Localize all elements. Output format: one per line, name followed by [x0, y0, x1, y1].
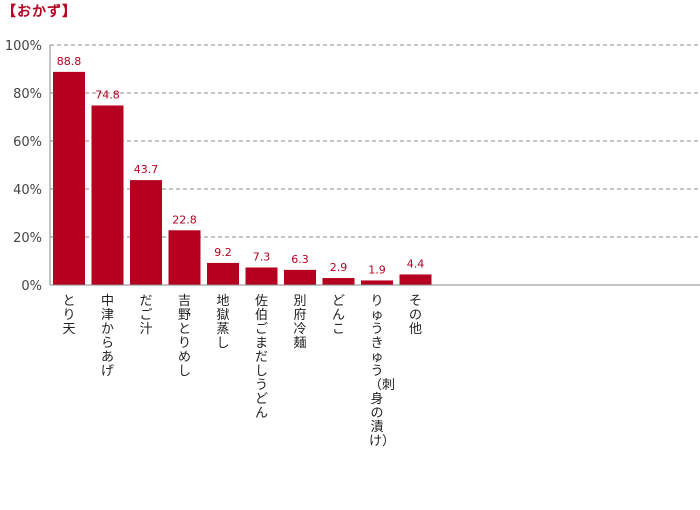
category-label: だご汁 — [139, 294, 153, 337]
y-tick-label: 0% — [21, 279, 42, 294]
category-label: 佐伯ごまだしうどん — [254, 294, 268, 421]
value-labels: 88.8 74.8 43.7 22.8 9.2 7.3 6.3 2.9 1.9 4.4 — [57, 55, 425, 277]
bar — [130, 180, 162, 285]
value-label: 43.7 — [134, 163, 159, 176]
bar — [322, 278, 355, 285]
bar — [53, 71, 85, 285]
bar — [361, 280, 393, 285]
y-tick-label: 100% — [5, 39, 42, 54]
bar — [245, 267, 278, 285]
value-label: 2.9 — [330, 261, 348, 274]
bar — [284, 269, 316, 285]
category-label: とり天 — [62, 294, 76, 337]
y-axis-ticks: 0% 20% 40% 60% 80% 100% — [5, 39, 42, 294]
chart-title: 【おかず】 — [2, 4, 77, 20]
y-tick-label: 80% — [13, 87, 42, 102]
bar — [207, 262, 239, 285]
category-label: りゅうきゅう（刺身の漬け） — [369, 294, 396, 449]
category-label: 吉野とりめし — [177, 294, 191, 379]
bar — [399, 274, 432, 285]
y-tick-label: 60% — [13, 135, 42, 150]
bar — [91, 105, 124, 285]
category-label: 別府冷麺 — [293, 294, 307, 351]
category-label: その他 — [408, 294, 422, 337]
value-label: 9.2 — [214, 246, 232, 259]
y-tick-label: 20% — [13, 231, 42, 246]
value-label: 74.8 — [95, 88, 120, 101]
value-label: 22.8 — [172, 213, 197, 226]
value-label: 7.3 — [253, 250, 271, 263]
value-label: 88.8 — [57, 55, 82, 68]
category-label: 中津からあげ — [100, 294, 114, 379]
grid-lines — [50, 44, 700, 238]
value-label: 4.4 — [407, 257, 425, 270]
bar — [168, 230, 201, 285]
axes — [49, 45, 700, 286]
value-label: 1.9 — [368, 263, 386, 276]
category-label: 地獄蒸し — [216, 294, 230, 351]
category-label: どんこ — [331, 294, 345, 337]
bars — [53, 71, 432, 285]
value-label: 6.3 — [291, 253, 309, 266]
y-tick-label: 40% — [13, 183, 42, 198]
